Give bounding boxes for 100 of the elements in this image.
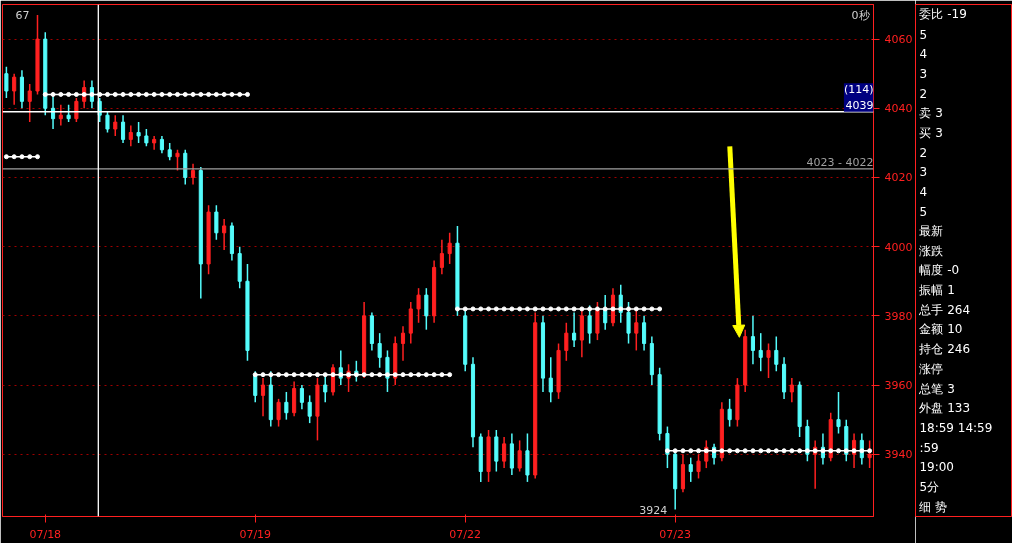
- point: [703, 448, 709, 454]
- point: [330, 372, 336, 378]
- point: [291, 372, 297, 378]
- candlestick: [4, 66, 9, 99]
- candlestick: [696, 453, 701, 480]
- point: [579, 306, 585, 312]
- candlestick: [400, 325, 406, 362]
- candlestick: [688, 456, 693, 483]
- point: [431, 372, 437, 378]
- point: [322, 372, 328, 378]
- point: [198, 91, 204, 97]
- point: [384, 372, 390, 378]
- text: 2: [919, 86, 928, 101]
- point: [797, 448, 803, 454]
- candlestick: [758, 332, 763, 372]
- point: [828, 448, 834, 454]
- point: [540, 306, 546, 312]
- candlestick: [416, 287, 421, 324]
- y-tick-label: 3960: [884, 379, 913, 393]
- point: [377, 372, 383, 378]
- text: 总笔 3: [918, 381, 955, 396]
- point: [851, 448, 857, 454]
- text: 涨停: [919, 361, 944, 376]
- candlestick: [175, 149, 180, 172]
- text: 19:00: [919, 460, 954, 475]
- point: [734, 448, 740, 454]
- point: [392, 372, 398, 378]
- y-tick-label: 3980: [884, 309, 913, 323]
- point: [237, 91, 243, 97]
- point: [35, 154, 40, 160]
- point: [423, 372, 429, 378]
- point: [727, 448, 733, 454]
- point: [206, 91, 212, 97]
- candlestick: [424, 287, 429, 331]
- point: [3, 154, 9, 160]
- text: 买 3: [919, 125, 943, 140]
- y-tick-label: 4020: [884, 171, 913, 185]
- point: [696, 448, 702, 454]
- candlestick: [120, 114, 126, 144]
- annotation: 0秒: [851, 8, 870, 22]
- point: [672, 448, 678, 454]
- text: 细 势: [919, 499, 948, 514]
- point: [299, 372, 305, 378]
- ref-line-label: (114) 4039: [843, 83, 874, 112]
- text: 3: [919, 165, 928, 180]
- point: [276, 372, 282, 378]
- point: [213, 91, 219, 97]
- candlestick: [74, 97, 79, 123]
- point: [112, 91, 118, 97]
- point: [400, 372, 406, 378]
- text: 总手 264: [918, 302, 971, 317]
- point: [626, 306, 632, 312]
- point: [867, 448, 873, 454]
- point: [416, 372, 422, 378]
- x-tick-label: 07/23: [659, 527, 692, 541]
- point: [766, 448, 772, 454]
- candlestick: [27, 83, 32, 123]
- point: [307, 372, 313, 378]
- point: [361, 372, 367, 378]
- text: 外盘 133: [919, 401, 971, 416]
- point: [493, 306, 499, 312]
- point: [680, 448, 686, 454]
- text: 18:59 14:59: [919, 420, 993, 435]
- point: [859, 448, 865, 454]
- y-tick-label: 4060: [884, 33, 913, 47]
- point: [229, 91, 235, 97]
- point: [50, 91, 56, 97]
- point: [789, 448, 795, 454]
- text: 4: [919, 185, 928, 200]
- point: [664, 448, 670, 454]
- point: [128, 91, 134, 97]
- point: [283, 372, 289, 378]
- point: [11, 154, 17, 160]
- point: [42, 91, 48, 97]
- y-tick-label: 4040: [884, 102, 913, 116]
- text: :59: [919, 440, 939, 455]
- candlestick: [128, 124, 133, 148]
- point: [509, 306, 515, 312]
- point: [439, 372, 445, 378]
- point: [563, 306, 569, 312]
- candlestick: [260, 377, 266, 417]
- candlestick: [136, 121, 141, 144]
- y-tick-label: 4000: [884, 240, 913, 254]
- point: [478, 306, 484, 312]
- candlestick: [222, 218, 227, 251]
- text: 5: [919, 27, 928, 42]
- point: [657, 306, 663, 312]
- text: 卖 3: [919, 105, 943, 120]
- point: [633, 306, 639, 312]
- point: [470, 306, 476, 312]
- point: [136, 91, 142, 97]
- point: [89, 91, 95, 97]
- point: [594, 306, 600, 312]
- text: 最新: [919, 223, 944, 238]
- point: [618, 306, 624, 312]
- annotation: 3924: [639, 503, 668, 517]
- candlestick: [377, 332, 382, 369]
- point: [190, 91, 196, 97]
- candlestick: [517, 439, 522, 473]
- text: 3: [919, 66, 928, 81]
